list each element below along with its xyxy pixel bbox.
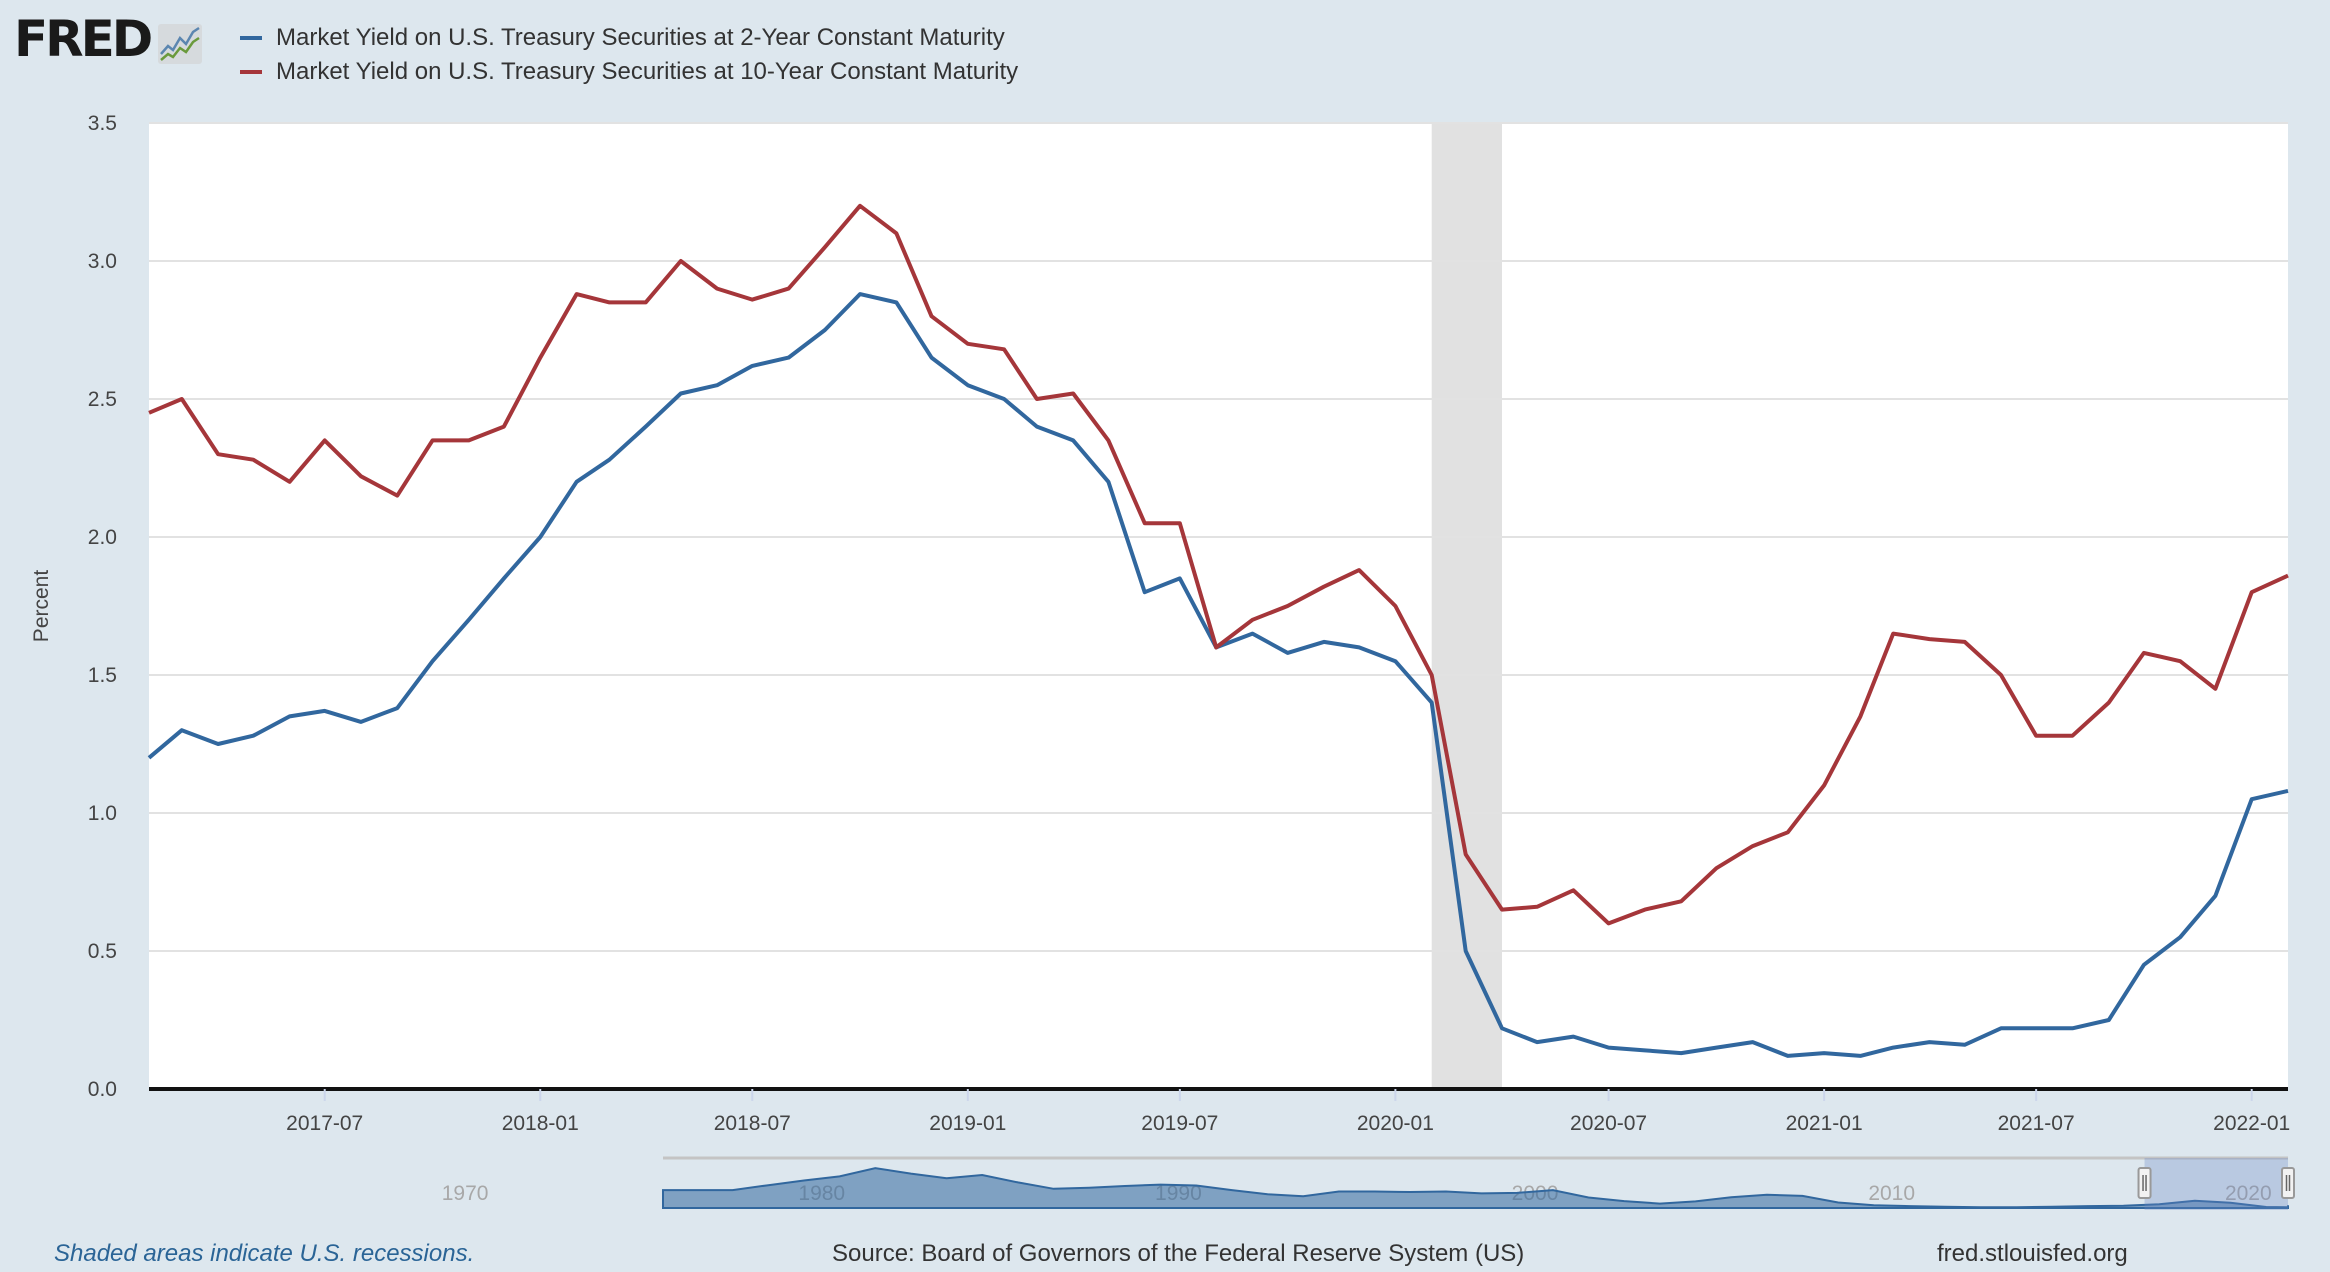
y-tick-label: 1.5: [88, 664, 117, 687]
source-text: Source: Board of Governors of the Federa…: [832, 1240, 1525, 1267]
y-tick-label: 3.0: [88, 250, 117, 273]
handle-grip: [2137, 1167, 2152, 1199]
navigator[interactable]: 197019801990200020102020: [442, 1156, 2295, 1210]
y-tick-label: 0.5: [88, 940, 117, 963]
x-tick-label: 2019-07: [1141, 1112, 1218, 1135]
navigator-tick-label: 2010: [1868, 1182, 1915, 1205]
y-tick-label: 1.0: [88, 802, 117, 825]
x-tick-label: 2022-01: [2213, 1112, 2290, 1135]
legend-label: Market Yield on U.S. Treasury Securities…: [276, 58, 1019, 85]
x-tick-label: 2019-01: [929, 1112, 1006, 1135]
x-tick-label: 2021-01: [1786, 1112, 1863, 1135]
recession-band: [1431, 123, 1502, 1089]
handle-grip: [2281, 1167, 2295, 1199]
x-tick-label: 2017-07: [286, 1112, 363, 1135]
y-tick-label: 2.5: [88, 388, 117, 411]
x-tick-label: 2020-07: [1570, 1112, 1647, 1135]
site-url[interactable]: fred.stlouisfed.org: [1937, 1240, 2128, 1267]
legend-item-2-year[interactable]: Market Yield on U.S. Treasury Securities…: [240, 24, 1005, 52]
x-tick-label: 2021-07: [1998, 1112, 2075, 1135]
recession-note: Shaded areas indicate U.S. recessions.: [54, 1240, 475, 1267]
plot-background: [149, 123, 2288, 1089]
navigator-selected-range: [2144, 1158, 2288, 1210]
fred-logo[interactable]: FRED: [14, 10, 203, 68]
navigator-tick-label: 2020: [2225, 1182, 2272, 1205]
navigator-tick-label: 1970: [442, 1182, 489, 1205]
legend-label: Market Yield on U.S. Treasury Securities…: [276, 24, 1005, 51]
x-tick-label: 2018-07: [714, 1112, 791, 1135]
legend-item-10-year[interactable]: Market Yield on U.S. Treasury Securities…: [240, 58, 1018, 86]
legend-swatch-red: [240, 70, 262, 74]
chart-line-icon: [158, 24, 203, 64]
x-tick-label: 2020-01: [1357, 1112, 1434, 1135]
legend-swatch-blue: [240, 36, 262, 40]
y-tick-label: 0.0: [88, 1078, 117, 1101]
x-tick-label: 2018-01: [502, 1112, 579, 1135]
navigator-left-handle[interactable]: [2137, 1167, 2152, 1199]
fred-logo-text: FRED: [14, 10, 153, 68]
recession-shading: [1431, 123, 1502, 1089]
navigator-right-handle[interactable]: [2281, 1167, 2295, 1199]
y-axis-labels: 0.0 0.5 1.0 1.5 2.0 2.5 3.0 3.5: [88, 112, 117, 1101]
x-axis-labels: 2017-07 2018-01 2018-07 2019-01 2019-07 2020-…: [286, 1089, 2290, 1135]
series-lines[interactable]: [147, 203, 2289, 1058]
navigator-series-area: [662, 1167, 2289, 1209]
gridlines: [149, 122, 2288, 952]
y-tick-label: 2.0: [88, 526, 117, 549]
y-axis-title: Percent: [30, 570, 53, 643]
y-tick-label: 3.5: [88, 112, 117, 135]
